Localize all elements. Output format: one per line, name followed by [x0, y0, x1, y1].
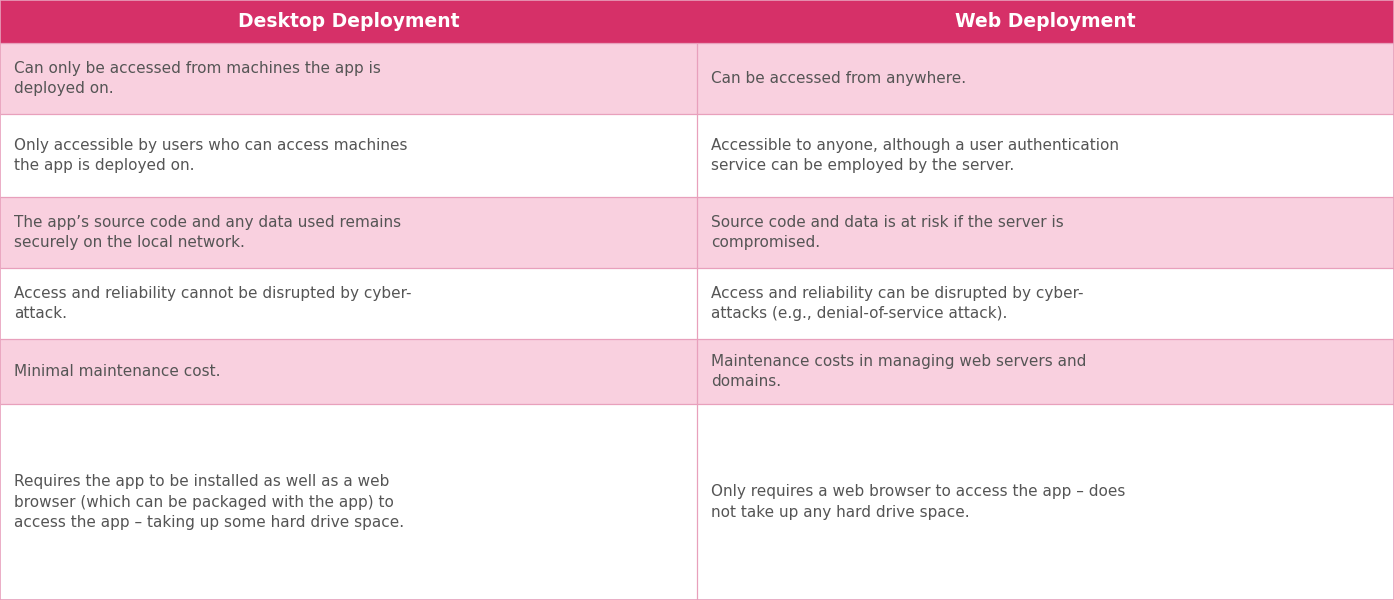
Text: Access and reliability cannot be disrupted by cyber-
attack.: Access and reliability cannot be disrupt…	[14, 286, 411, 321]
Text: Minimal maintenance cost.: Minimal maintenance cost.	[14, 364, 220, 379]
Bar	[0, 197, 1394, 268]
Text: Desktop Deployment: Desktop Deployment	[238, 12, 459, 31]
Text: Source code and data is at risk if the server is
compromised.: Source code and data is at risk if the s…	[711, 215, 1064, 250]
Text: The app’s source code and any data used remains
securely on the local network.: The app’s source code and any data used …	[14, 215, 401, 250]
Text: Can be accessed from anywhere.: Can be accessed from anywhere.	[711, 71, 966, 86]
Text: Accessible to anyone, although a user authentication
service can be employed by : Accessible to anyone, although a user au…	[711, 138, 1119, 173]
Bar	[0, 0, 1394, 43]
Bar	[0, 339, 1394, 404]
Bar	[0, 404, 1394, 600]
Text: Access and reliability can be disrupted by cyber-
attacks (e.g., denial-of-servi: Access and reliability can be disrupted …	[711, 286, 1083, 321]
Text: Only requires a web browser to access the app – does
not take up any hard drive : Only requires a web browser to access th…	[711, 484, 1125, 520]
Text: Requires the app to be installed as well as a web
browser (which can be packaged: Requires the app to be installed as well…	[14, 474, 404, 530]
Text: Only accessible by users who can access machines
the app is deployed on.: Only accessible by users who can access …	[14, 138, 407, 173]
Bar	[0, 268, 1394, 339]
Bar	[0, 43, 1394, 114]
Text: Web Deployment: Web Deployment	[955, 12, 1136, 31]
Text: Can only be accessed from machines the app is
deployed on.: Can only be accessed from machines the a…	[14, 61, 381, 96]
Text: Maintenance costs in managing web servers and
domains.: Maintenance costs in managing web server…	[711, 354, 1086, 389]
Bar	[0, 114, 1394, 197]
